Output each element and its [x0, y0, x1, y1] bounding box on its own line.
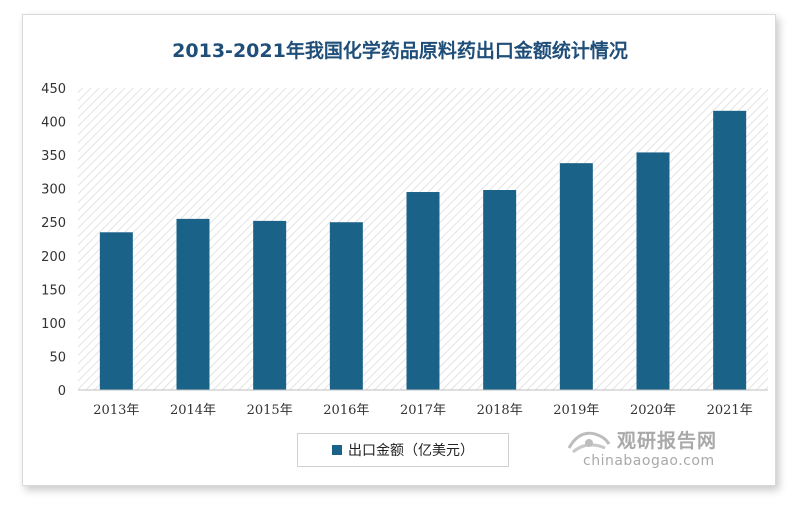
- y-tick-label: 150: [41, 283, 66, 298]
- bar: [406, 192, 440, 390]
- y-tick-label: 50: [49, 350, 66, 365]
- y-axis: 0 50 100 150 200 250 300 350 400 450: [41, 82, 66, 399]
- bar: [483, 190, 517, 390]
- watermark-brand: 观研报告网: [617, 430, 718, 452]
- y-tick-label: 200: [41, 250, 66, 265]
- bar: [636, 152, 670, 390]
- y-tick-label: 450: [41, 82, 66, 97]
- x-tick-label: 2015年: [247, 403, 293, 418]
- x-tick-label: 2020年: [630, 403, 676, 418]
- y-tick-label: 0: [58, 384, 66, 399]
- x-tick-label: 2017年: [400, 403, 446, 418]
- bar-series: [99, 110, 747, 390]
- chart-title: 2013-2021年我国化学药品原料药出口金额统计情况: [172, 40, 628, 62]
- bar: [253, 220, 287, 390]
- y-tick-label: 300: [41, 183, 66, 198]
- x-tick-label: 2016年: [323, 403, 369, 418]
- bar: [559, 163, 593, 390]
- bar: [176, 218, 210, 390]
- x-tick-label: 2019年: [553, 403, 599, 418]
- y-tick-label: 100: [41, 317, 66, 332]
- legend: 出口金额（亿美元）: [297, 433, 509, 467]
- y-tick-label: 400: [41, 116, 66, 131]
- y-tick-label: 250: [41, 216, 66, 231]
- legend-label: 出口金额（亿美元）: [348, 443, 474, 459]
- x-tick-label: 2014年: [170, 403, 216, 418]
- y-tick-label: 350: [41, 149, 66, 164]
- watermark: 观研报告网 chinabaogao.com: [565, 424, 780, 474]
- x-tick-label: 2018年: [477, 403, 523, 418]
- bar: [99, 232, 133, 390]
- bar: [329, 222, 363, 390]
- x-tick-label: 2021年: [707, 403, 753, 418]
- brand-logo-icon: [567, 431, 611, 454]
- watermark-url: chinabaogao.com: [583, 453, 715, 469]
- bar: [713, 110, 747, 390]
- x-tick-label: 2013年: [93, 403, 139, 418]
- legend-swatch: [332, 445, 342, 455]
- x-axis: 2013年 2014年 2015年 2016年 2017年 2018年 2019年 2020年…: [93, 403, 752, 418]
